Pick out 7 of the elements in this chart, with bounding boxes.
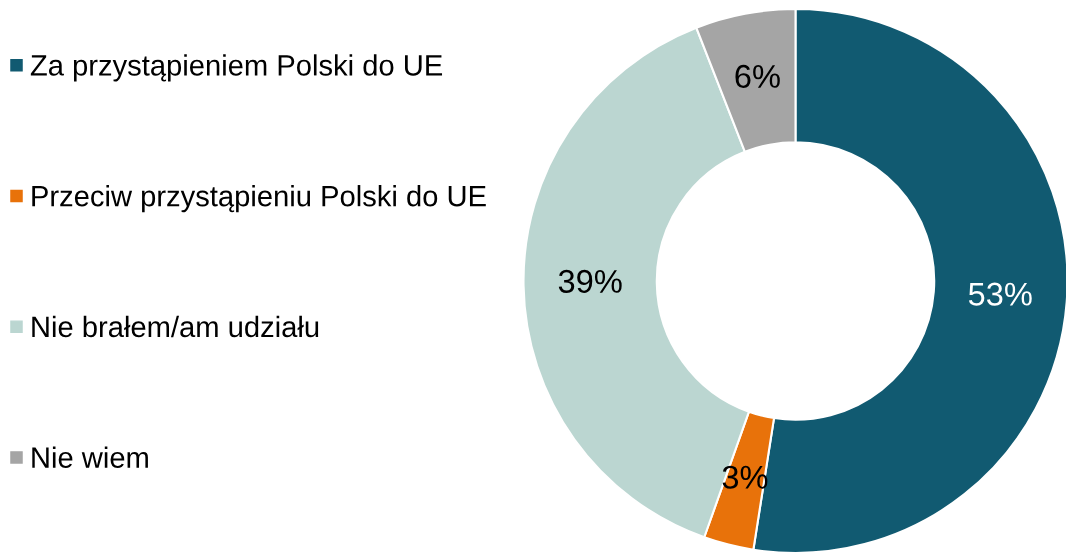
data-label: 6%	[735, 64, 780, 88]
legend-label: Za przystąpieniem Polski do UE	[30, 54, 443, 82]
data-label: 39%	[558, 269, 622, 293]
legend-label: Nie brałem/am udziału	[32, 315, 319, 338]
legend-label: Przeciw przystąpieniu Polski do UE	[32, 185, 486, 213]
data-label: 53%	[968, 282, 1032, 306]
legend-label: Nie wiem	[32, 446, 148, 468]
